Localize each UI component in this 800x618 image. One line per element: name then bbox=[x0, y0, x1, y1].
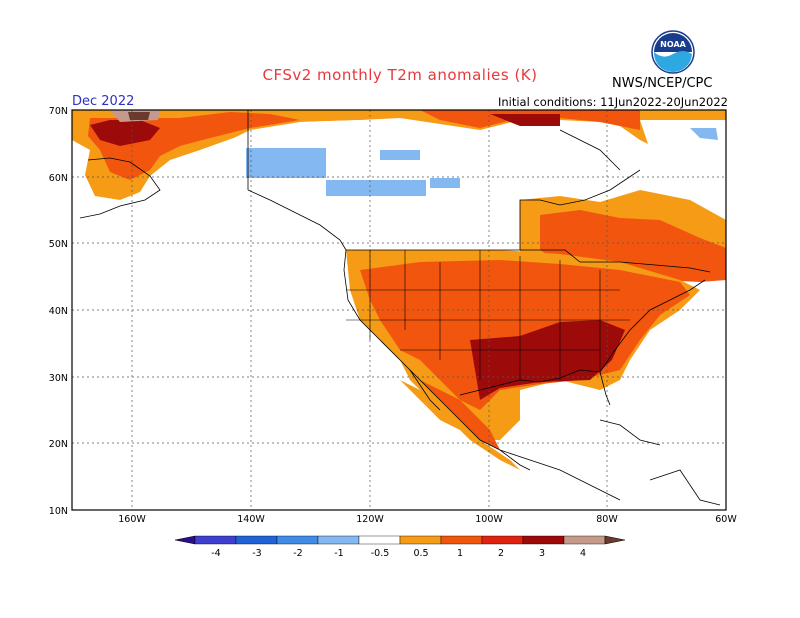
colorbar-swatch bbox=[358, 535, 401, 545]
colorbar-swatch bbox=[317, 535, 360, 545]
colorbar-swatch bbox=[481, 535, 524, 545]
colorbar-label: 2 bbox=[498, 548, 504, 559]
nunavut-cool-zone bbox=[430, 178, 460, 188]
colorbar-swatch bbox=[194, 535, 237, 545]
lat-label: 70N bbox=[49, 106, 68, 117]
lat-label: 50N bbox=[49, 239, 68, 250]
colorbar-swatch bbox=[276, 535, 319, 545]
mexico-red-zone bbox=[420, 380, 500, 450]
southeast-darkred-zone bbox=[470, 320, 625, 400]
lat-label: 10N bbox=[49, 506, 68, 517]
colorbar-label: -3 bbox=[252, 548, 261, 559]
map-frame bbox=[71, 109, 727, 511]
colorbar-swatch bbox=[440, 535, 483, 545]
mexico-warm-zone bbox=[400, 380, 520, 470]
color-bar-labels: -4 -3 -2 -1 -0.5 0.5 1 2 3 4 bbox=[211, 548, 586, 559]
colorbar-arrow-high bbox=[604, 535, 626, 545]
lat-label: 20N bbox=[49, 439, 68, 450]
colorbar-swatch bbox=[563, 535, 606, 545]
colorbar-swatch bbox=[522, 535, 565, 545]
colorbar-label: -4 bbox=[211, 548, 220, 559]
lat-label: 30N bbox=[49, 373, 68, 384]
lon-label: 60W bbox=[715, 514, 737, 525]
logo-text: NOAA bbox=[660, 40, 686, 49]
state-borders bbox=[346, 250, 630, 380]
valid-month-label: Dec 2022 bbox=[72, 94, 135, 109]
arctic-darkred-zone bbox=[490, 114, 560, 126]
lat-label: 60N bbox=[49, 173, 68, 184]
color-bar bbox=[174, 535, 626, 545]
map-title: CFSv2 monthly T2m anomalies (K) bbox=[262, 66, 538, 84]
nwt-cool-zone bbox=[380, 150, 420, 160]
colorbar-label: -1 bbox=[334, 548, 343, 559]
lon-label: 160W bbox=[118, 514, 146, 525]
lat-axis: 70N 60N 50N 40N 30N 20N 10N bbox=[49, 106, 68, 517]
noaa-logo-icon: NOAA bbox=[651, 30, 695, 74]
lon-label: 120W bbox=[356, 514, 384, 525]
lon-label: 140W bbox=[237, 514, 265, 525]
colorbar-label: -0.5 bbox=[371, 548, 390, 559]
lat-label: 40N bbox=[49, 306, 68, 317]
coastlines bbox=[79, 110, 721, 506]
colorbar-label: 3 bbox=[539, 548, 545, 559]
alaska-darkred-zone bbox=[90, 120, 160, 146]
agency-label: NWS/NCEP/CPC bbox=[612, 76, 713, 91]
colorbar-label: 1 bbox=[457, 548, 463, 559]
arctic-red-zone bbox=[420, 110, 640, 130]
lon-label: 80W bbox=[596, 514, 618, 525]
alaska-darkbrown-zone bbox=[128, 112, 150, 120]
bc-cool-zone bbox=[326, 180, 426, 196]
greenland-neutral-zone bbox=[640, 120, 726, 200]
initial-conditions-label: Initial conditions: 11Jun2022-20Jun2022 bbox=[497, 95, 728, 109]
colorbar-label: 4 bbox=[580, 548, 586, 559]
colorbar-swatch bbox=[235, 535, 278, 545]
lon-label: 100W bbox=[475, 514, 503, 525]
greenland-cool-zone bbox=[690, 128, 718, 140]
lon-axis: 160W 140W 120W 100W 80W 60W bbox=[118, 514, 737, 525]
yukon-cool-zone bbox=[246, 148, 326, 178]
colorbar-label: 0.5 bbox=[413, 548, 428, 559]
colorbar-swatch bbox=[399, 535, 442, 545]
map-field bbox=[72, 110, 726, 470]
hudson-neutral-zone bbox=[520, 120, 640, 210]
colorbar-arrow-low bbox=[174, 535, 196, 545]
colorbar-label: -2 bbox=[293, 548, 302, 559]
